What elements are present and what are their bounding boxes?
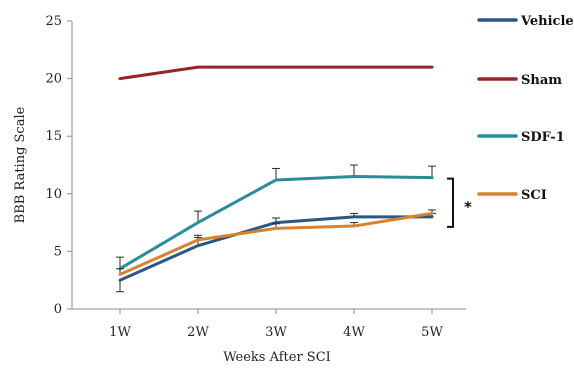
y-tick-label: 25 bbox=[45, 14, 62, 29]
legend-label: Vehicle bbox=[520, 14, 574, 29]
legend-label: Sham bbox=[521, 73, 562, 88]
series-line-sdf-1 bbox=[118, 175, 434, 271]
legend-item-sham: Sham bbox=[477, 73, 562, 88]
series-sham bbox=[118, 65, 434, 81]
x-tick-label: 4W bbox=[343, 325, 365, 340]
significance-marker: * bbox=[464, 198, 472, 216]
legend-label: SCI bbox=[521, 188, 547, 203]
series-line-sci bbox=[118, 211, 434, 276]
legend: Vehicle Sham SDF-1 SCI bbox=[477, 14, 574, 203]
legend-item-sdf-1: SDF-1 bbox=[477, 130, 565, 145]
y-tick-label: 0 bbox=[54, 302, 62, 317]
series-sci bbox=[116, 209, 436, 276]
y-tick-label: 20 bbox=[45, 72, 62, 87]
y-axis-title: BBB Rating Scale bbox=[13, 106, 28, 223]
significance-bracket bbox=[447, 177, 454, 228]
series-sdf-1 bbox=[116, 164, 436, 271]
y-tick-label: 10 bbox=[45, 187, 62, 202]
x-tick-label: 3W bbox=[265, 325, 287, 340]
x-tick-label: 2W bbox=[187, 325, 209, 340]
y-tick-label: 15 bbox=[45, 129, 62, 144]
x-tick-label: 5W bbox=[421, 325, 443, 340]
x-axis-title: Weeks After SCI bbox=[223, 350, 331, 365]
series-layer bbox=[116, 65, 436, 293]
x-tick-label: 1W bbox=[109, 325, 131, 340]
y-axis: 0 5 10 15 20 25 bbox=[45, 14, 73, 317]
annotation-layer: * bbox=[447, 177, 472, 228]
x-axis: 1W 2W 3W 4W 5W bbox=[72, 308, 466, 340]
series-line-sham bbox=[118, 65, 434, 81]
legend-item-sci: SCI bbox=[477, 188, 547, 203]
legend-label: SDF-1 bbox=[521, 130, 565, 145]
legend-item-vehicle: Vehicle bbox=[477, 14, 574, 29]
series-line-vehicle bbox=[118, 215, 434, 282]
y-tick-label: 5 bbox=[54, 244, 62, 259]
